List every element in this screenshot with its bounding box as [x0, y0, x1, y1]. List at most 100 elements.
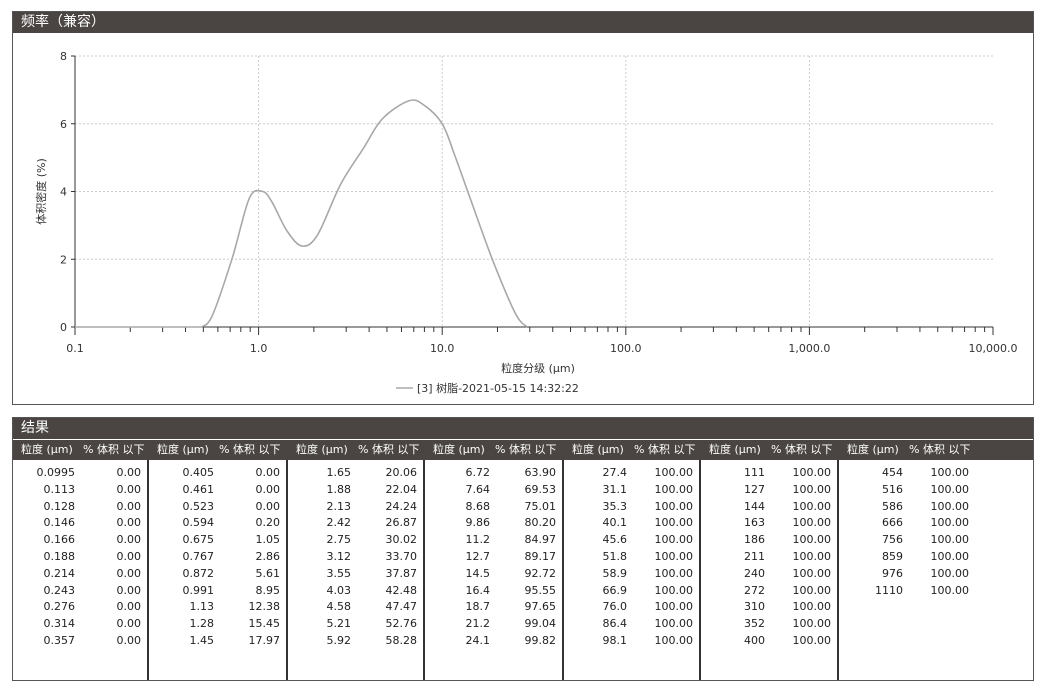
table-row: 40.1 100.00: [564, 514, 699, 531]
result-column-group: 0.0995 0.00 0.113 0.00 0.128 0.00 0.146 0.00 0.1…: [13, 460, 149, 680]
size-cell: 211: [744, 550, 765, 563]
size-cell: 1.28: [189, 617, 215, 631]
size-cell: 516: [882, 482, 903, 496]
column-header-group: 粒度 (μm) % 体积 以下: [425, 440, 564, 460]
size-cell: 127: [744, 482, 765, 496]
percent-cell: 0.00: [116, 634, 142, 647]
size-cell: 0.113: [43, 482, 76, 496]
percent-cell: 0.00: [116, 499, 142, 513]
column-header-group: 粒度 (μm) % 体积 以下: [839, 440, 1033, 460]
table-row: 14.5 92.72: [425, 565, 562, 582]
percent-cell: 100.00: [792, 634, 832, 647]
y-axis-label: 体积密度 (%): [34, 158, 48, 225]
percent-cell: 63.90: [524, 466, 557, 479]
table-row: 11.2 84.97: [425, 531, 562, 548]
percent-cell: 100.00: [792, 516, 832, 530]
x-tick-label: 1.0: [250, 342, 268, 355]
size-cell: 16.4: [465, 583, 491, 597]
size-cell: 0.675: [182, 533, 215, 547]
size-cell: 58.9: [602, 566, 628, 580]
table-row: 454 100.00: [839, 464, 1031, 481]
size-cell: 310: [744, 600, 765, 614]
column-header-percent: % 体积 以下: [634, 443, 696, 456]
frequency-chart: 0 2 4 6 8 0.1 1.0 10.0 100.0 1,000.0 10,000.0 体积密度 …: [34, 50, 1018, 395]
x-tick-label: 0.1: [66, 342, 84, 355]
size-cell: 0.872: [182, 566, 215, 580]
column-header-percent: % 体积 以下: [495, 443, 557, 456]
size-cell: 0.991: [182, 583, 215, 597]
size-cell: 1.13: [189, 600, 215, 614]
table-row: 516 100.00: [839, 481, 1031, 498]
percent-cell: 100.00: [930, 566, 970, 580]
size-cell: 2.13: [326, 499, 352, 513]
size-cell: 454: [882, 466, 903, 479]
result-column-group: 111 100.00 127 100.00 144 100.00 163 100.00 186 1…: [701, 460, 839, 680]
table-row: 352 100.00: [701, 615, 837, 632]
percent-cell: 0.00: [116, 482, 142, 496]
table-row: 2.75 30.02: [288, 531, 423, 548]
table-row: 211 100.00: [701, 548, 837, 565]
table-panel-title: 结果: [13, 418, 1033, 439]
size-cell: 163: [744, 516, 765, 530]
table-row: 86.4 100.00: [564, 615, 699, 632]
size-cell: 186: [744, 533, 765, 547]
size-cell: 76.0: [602, 600, 628, 614]
size-cell: 0.357: [43, 634, 76, 647]
column-header-size: 粒度 (μm): [21, 443, 73, 456]
table-row: 4.58 47.47: [288, 598, 423, 615]
table-row: 51.8 100.00: [564, 548, 699, 565]
size-cell: 5.21: [326, 617, 352, 631]
table-row: 240 100.00: [701, 565, 837, 582]
size-cell: 976: [882, 566, 903, 580]
table-row: 127 100.00: [701, 481, 837, 498]
percent-cell: 92.72: [524, 566, 557, 580]
percent-cell: 0.00: [255, 499, 281, 513]
table-row: 272 100.00: [701, 582, 837, 599]
percent-cell: 100.00: [792, 499, 832, 513]
table-row: 27.4 100.00: [564, 464, 699, 481]
table-row: 163 100.00: [701, 514, 837, 531]
table-row: 0.314 0.00: [13, 615, 147, 632]
frequency-chart-panel: 频率（兼容） 0 2 4 6 8 0.1 1.0 10.0 100.0 1,000.0 10,000…: [12, 11, 1034, 405]
percent-cell: 52.76: [385, 617, 418, 631]
percent-cell: 26.87: [385, 516, 418, 530]
table-row: 186 100.00: [701, 531, 837, 548]
table-row: 24.1 99.82: [425, 632, 562, 649]
table-row: 976 100.00: [839, 565, 1031, 582]
size-cell: 9.86: [465, 516, 491, 530]
table-row: 666 100.00: [839, 514, 1031, 531]
percent-cell: 100.00: [654, 634, 694, 647]
percent-cell: 100.00: [654, 617, 694, 631]
size-cell: 586: [882, 499, 903, 513]
table-row: 45.6 100.00: [564, 531, 699, 548]
percent-cell: 37.87: [385, 566, 418, 580]
size-cell: 31.1: [602, 482, 628, 496]
percent-cell: 100.00: [654, 566, 694, 580]
result-column-group: 6.72 63.90 7.64 69.53 8.68 75.01 9.86 80.20 11.2…: [425, 460, 564, 680]
result-column-group: 27.4 100.00 31.1 100.00 35.3 100.00 40.1 100.00…: [564, 460, 701, 680]
chart-panel-title: 频率（兼容）: [13, 12, 1033, 33]
x-tick-label: 10,000.0: [969, 342, 1018, 355]
table-row: 31.1 100.00: [564, 481, 699, 498]
size-cell: 0.188: [43, 550, 76, 563]
percent-cell: 100.00: [930, 499, 970, 513]
size-cell: 756: [882, 533, 903, 547]
size-cell: 66.9: [602, 583, 628, 597]
size-cell: 0.314: [43, 617, 76, 631]
percent-cell: 0.00: [116, 566, 142, 580]
size-cell: 2.42: [326, 516, 352, 530]
column-header-size: 粒度 (μm): [847, 443, 899, 456]
table-row: 0.0995 0.00: [13, 464, 147, 481]
table-row: 0.243 0.00: [13, 582, 147, 599]
table-row: 859 100.00: [839, 548, 1031, 565]
percent-cell: 69.53: [524, 482, 557, 496]
percent-cell: 100.00: [930, 466, 970, 479]
percent-cell: 8.95: [255, 583, 281, 597]
table-row: 0.594 0.20: [149, 514, 286, 531]
percent-cell: 47.47: [385, 600, 418, 614]
percent-cell: 100.00: [654, 516, 694, 530]
result-column-group: 0.405 0.00 0.461 0.00 0.523 0.00 0.594 0.20 0.67…: [149, 460, 288, 680]
column-header-group: 粒度 (μm) % 体积 以下: [564, 440, 701, 460]
size-cell: 24.1: [465, 634, 491, 647]
column-header-percent: % 体积 以下: [219, 443, 281, 456]
